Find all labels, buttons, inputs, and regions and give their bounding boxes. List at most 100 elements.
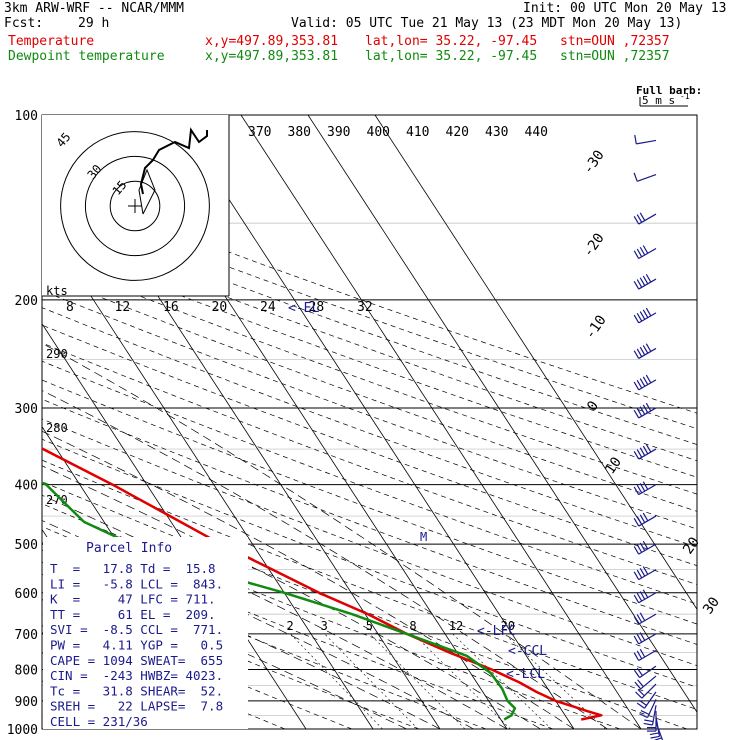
parcel-info-title: Parcel Info: [86, 541, 172, 556]
barb-flag: [636, 348, 643, 357]
wind-barb: [633, 443, 657, 460]
theta-e-label: 370: [248, 125, 271, 140]
parcel-info-background: [43, 537, 248, 729]
barb-flag: [639, 483, 646, 492]
barb-flag: [634, 681, 642, 690]
mixing-ratio-label: 3: [321, 619, 328, 633]
wind-barb: [633, 172, 657, 182]
speed-scale-label: 8: [66, 300, 74, 315]
parcel-info-row: CAPE = 1094 SWEAT= 655: [50, 653, 223, 668]
parcel-info-row: LI = -5.8 LCL = 843.: [50, 576, 223, 591]
valid-time: Valid: 05 UTC Tue 21 May 13 (23 MDT Mon …: [291, 16, 683, 31]
dry-adiabat-line: [42, 379, 697, 625]
moist-adiabat-line: [42, 494, 508, 730]
mixing-ratio-line: [290, 633, 383, 730]
forecast-label: Fcst:: [4, 16, 44, 31]
plot-frame: [41, 114, 698, 730]
dry-adiabat-line: [42, 225, 697, 462]
plot-border: [41, 114, 698, 730]
wind-barb: [647, 711, 657, 732]
barb-flag: [653, 737, 662, 740]
wind-barb: [633, 402, 657, 419]
barb-flag: [636, 702, 645, 709]
dry-adiabat-line: [42, 180, 697, 414]
barb-shaft: [638, 213, 657, 225]
barb-flag: [633, 280, 640, 290]
barb-flag: [633, 594, 640, 604]
dry-adiabat-line: [42, 549, 487, 730]
barb-flag: [645, 307, 652, 317]
barb-flag: [633, 409, 640, 419]
temperature-legend: Temperature: [8, 34, 95, 49]
dry-adiabat-line: [42, 324, 697, 567]
pressure-tick-label: 600: [15, 587, 38, 602]
mixing-ratio-line: [413, 633, 511, 730]
pressure-tick-label: 200: [15, 294, 38, 309]
barb-shaft: [638, 613, 657, 625]
init-time: Init: 00 UTC Mon 20 May 13: [523, 1, 727, 16]
barb-flag: [642, 245, 649, 254]
dry-adiabat-line: [42, 438, 697, 688]
temperature-station: stn=OUN ,72357: [560, 34, 670, 49]
barb-flag: [649, 732, 659, 736]
barb-flag: [642, 309, 649, 318]
speed-scale-label: 32: [357, 300, 373, 315]
level-markers: <-EL M <-LFC <-CCL <-LCL: [288, 301, 547, 682]
mixing-ratio-label: 2: [286, 619, 293, 633]
barb-flag: [644, 719, 654, 723]
dry-adiabat-line: [42, 290, 697, 530]
isotherm-line: [374, 115, 697, 611]
wind-barb: [633, 589, 657, 604]
barb-flag: [636, 634, 643, 643]
wind-barb: [633, 343, 657, 359]
wind-barb: [633, 512, 657, 527]
dry-adiabat-line: [42, 573, 420, 730]
isotherm-label: 20: [680, 534, 703, 557]
speed-scale-label: 20: [212, 300, 228, 315]
dewpoint-xy: x,y=497.89,353.81: [205, 49, 339, 64]
pressure-tick-label: 1000: [7, 723, 38, 738]
barb-flag: [645, 443, 652, 453]
wind-barbs: [633, 134, 664, 740]
moist-adiabat-line: [42, 465, 541, 730]
wind-barb: [634, 134, 657, 145]
hodograph-ring: [109, 180, 161, 232]
barb-legend-units: 5 m s: [642, 94, 675, 107]
theta-e-label: 410: [406, 125, 429, 140]
barb-shaft: [638, 649, 657, 662]
theta-label: 270: [46, 493, 68, 507]
barb-flag: [642, 566, 649, 575]
barb-flag: [639, 648, 646, 658]
dry-adiabat-line: [42, 241, 697, 478]
barb-flag: [633, 635, 640, 645]
barb-flag: [639, 542, 646, 551]
wind-barb: [633, 307, 657, 324]
barb-flag: [645, 402, 652, 412]
wind-barb: [633, 632, 657, 645]
barb-flag: [639, 311, 646, 320]
barb-shaft: [637, 173, 657, 182]
barb-flag: [643, 722, 653, 726]
forecast-hour: 29 h: [78, 16, 110, 31]
wind-barb: [633, 665, 657, 679]
dry-adiabat-line: [42, 481, 688, 730]
barb-flag: [633, 450, 640, 460]
barb-flag: [642, 512, 649, 522]
barb-legend-title: Full barb:: [636, 84, 702, 97]
barb-flag: [636, 312, 643, 322]
dry-adiabat-line: [42, 273, 697, 512]
hodograph-trace: [139, 127, 208, 195]
theta-e-label: 380: [288, 125, 311, 140]
mixing-ratio-label: 12: [449, 619, 463, 633]
isotherm-label: 40: [0, 0, 17, 4]
isotherm-line: [307, 115, 697, 713]
barb-flag: [636, 248, 643, 258]
barb-flag: [645, 374, 652, 384]
dry-adiabat-line: [42, 418, 697, 666]
barb-flag: [642, 404, 649, 414]
barb-flag: [639, 246, 646, 256]
wind-barb: [635, 683, 657, 699]
speed-scale-label: 24: [260, 300, 276, 315]
